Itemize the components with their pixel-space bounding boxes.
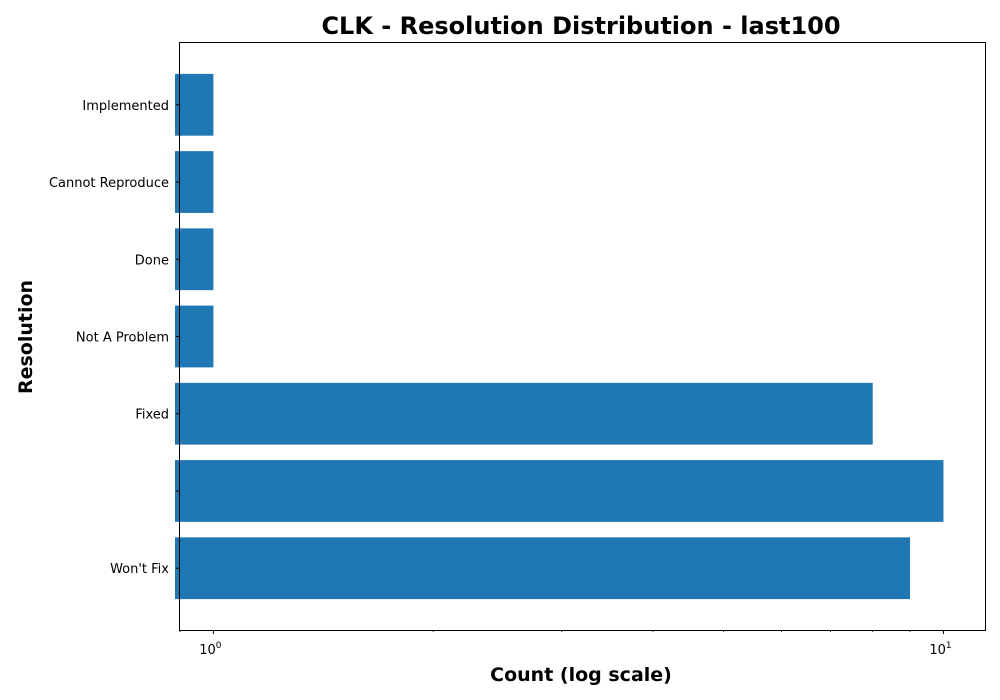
bar-cannot-reproduce (175, 151, 214, 213)
bar-blank (175, 460, 944, 522)
bar-fixed (175, 382, 873, 445)
x-tick-label: 101 (929, 641, 951, 658)
y-axis-label: Resolution (15, 280, 37, 394)
y-tick-label: Cannot Reproduce (49, 176, 169, 191)
y-axis-ticks: Won't Fix Fixed Not A Problem Done Cannot Re… (49, 99, 180, 577)
y-tick-label: Won't Fix (110, 562, 169, 577)
y-tick-label: Implemented (82, 99, 169, 114)
bar-implemented (175, 73, 214, 136)
chart-title: CLK - Resolution Distribution - last100 (321, 12, 840, 40)
bars-group (175, 73, 944, 600)
x-tick-label: 100 (199, 641, 222, 658)
y-tick-label: Not A Problem (76, 331, 169, 346)
x-axis-ticks: 100 101 (179, 630, 952, 658)
bar-not-a-problem (175, 305, 214, 368)
y-tick-label: Done (135, 253, 169, 268)
x-axis-label: Count (log scale) (490, 664, 672, 686)
y-tick-label: Fixed (135, 408, 169, 423)
bar-done (175, 228, 214, 291)
bar-won-t-fix (175, 537, 911, 600)
